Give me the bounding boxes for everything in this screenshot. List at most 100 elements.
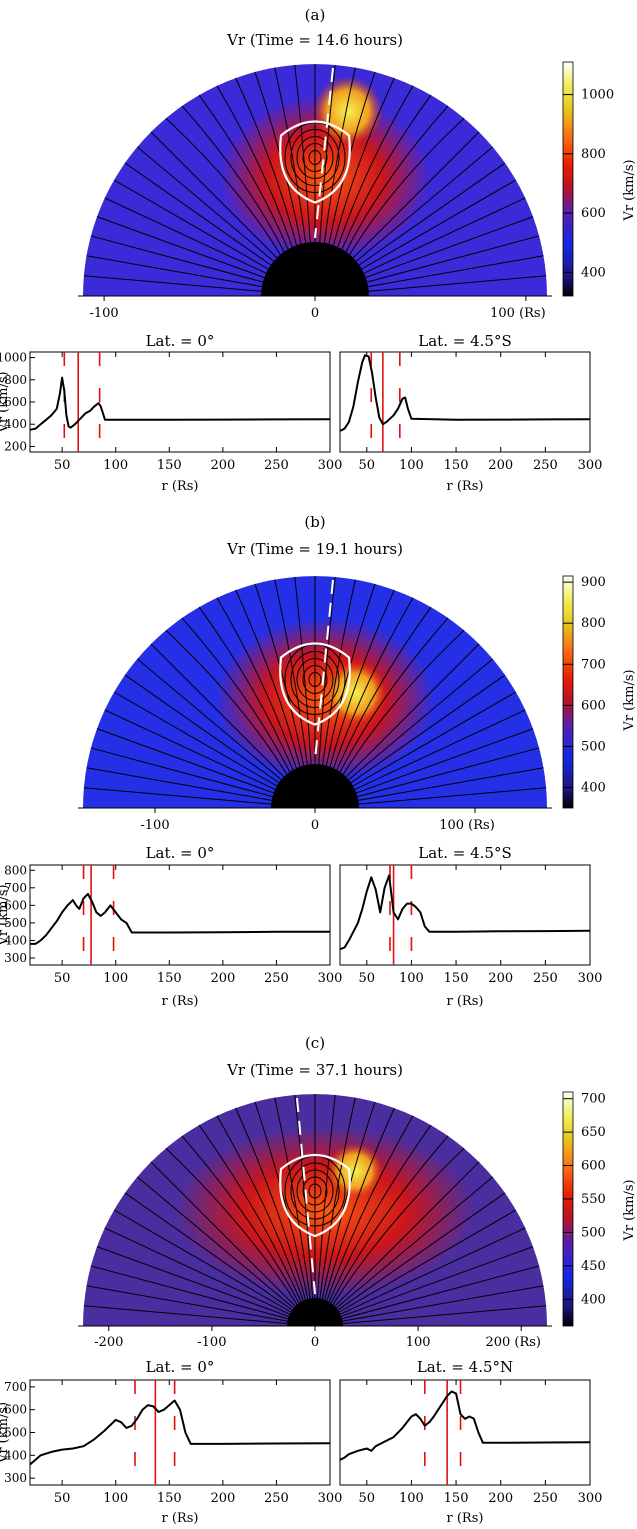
colorbar	[562, 575, 574, 809]
y-axis-label: Vr (km/s)	[0, 884, 11, 946]
field-line	[104, 197, 267, 274]
panel-b: (b) Vr (Time = 19.1 hours) -100 0 100 (Rs) 90…	[0, 513, 637, 1009]
field-line	[332, 1147, 465, 1305]
field-line	[316, 1094, 336, 1299]
colorbar-tick-label: 700	[581, 657, 606, 672]
cme-boundary	[279, 120, 351, 204]
field-line	[90, 235, 263, 283]
flux-rope-contour	[296, 658, 334, 701]
profile-plot-1: Lat. = 4.5°N 50 100 150 200 250 300 r (Rs)	[339, 1358, 602, 1526]
y-tick-label: 400	[4, 933, 27, 947]
y-axis-label: Vr (km/s)	[0, 1402, 11, 1464]
colorbar-tick-label: 400	[581, 265, 606, 280]
x-tick-label: 100	[399, 458, 424, 473]
profile-plot-0: Lat. = 0° 50 100 150 200 250 300 r (Rs) 800 700 60…	[0, 844, 342, 1009]
colorbar-label: Vr (km/s)	[622, 159, 637, 221]
field-line	[337, 1192, 506, 1311]
field-line	[294, 1094, 314, 1299]
x-tick-label: 250	[533, 971, 558, 986]
x-tick-label: 150	[157, 1491, 182, 1506]
flux-rope-contour	[302, 1176, 328, 1206]
cme-core	[327, 1143, 383, 1199]
field-line	[90, 1265, 289, 1320]
vr-profile-line	[339, 354, 591, 432]
colorbar-tick-label: 1000	[581, 88, 614, 103]
y-tick-label: 700	[4, 881, 27, 895]
field-line	[356, 146, 494, 262]
vr-profile-line	[339, 874, 591, 951]
colorbar	[562, 1091, 574, 1327]
x-axis-label: r (Rs)	[447, 994, 484, 1009]
field-line	[323, 67, 356, 243]
x-tick-label: 250	[264, 971, 289, 986]
colorbar-tick-label: 400	[581, 780, 606, 795]
colorbar-tick-label: 400	[581, 1292, 606, 1307]
field-line	[198, 1124, 302, 1302]
cut-line	[314, 67, 334, 239]
x-tick-label: 300	[578, 971, 603, 986]
field-line	[337, 85, 414, 248]
field-line	[113, 691, 278, 787]
colorbar-label: Vr (km/s)	[622, 1179, 637, 1241]
field-line	[113, 1209, 292, 1313]
x-tick-label: 50	[359, 458, 376, 473]
plot-frame	[29, 1379, 331, 1486]
x-tick-label: 100	[399, 971, 424, 986]
vr-profile-line	[30, 892, 331, 945]
field-line	[294, 576, 312, 765]
field-line	[318, 576, 336, 765]
colorbar-tick-label: 800	[581, 147, 606, 162]
field-line	[363, 197, 526, 274]
flux-rope-contour	[296, 1169, 334, 1213]
field-line	[136, 1176, 294, 1309]
field-line	[136, 658, 282, 781]
profile-plot-0: Lat. = 0° 50 100 150 200 250 300 r (Rs) 700 600 50…	[0, 1358, 342, 1526]
plot-frame	[29, 864, 331, 966]
y-axis-label: Vr (km/s)	[0, 371, 11, 433]
field-line	[354, 709, 526, 790]
x-axis-label: r (Rs)	[447, 479, 484, 494]
plot-title: Lat. = 0°	[146, 332, 215, 350]
x-tick-label: 200	[210, 971, 235, 986]
field-line	[356, 728, 534, 794]
field-line	[165, 629, 288, 775]
field-line	[150, 643, 285, 778]
field-line	[319, 1097, 356, 1299]
colorbar-label: Vr (km/s)	[622, 669, 637, 731]
x-tick-label: 200	[488, 1491, 513, 1506]
field-line	[254, 1101, 309, 1300]
field-line	[96, 728, 274, 794]
field-line	[345, 643, 480, 778]
field-line	[326, 1115, 414, 1301]
map-x-tick-label: 200 (Rs)	[485, 1335, 541, 1350]
field-line	[86, 767, 272, 801]
field-line	[274, 67, 307, 243]
flux-rope-contour	[296, 136, 334, 179]
panel-c: (c) Vr (Time = 37.1 hours) -200 -100 0 100 200…	[0, 1034, 637, 1526]
y-tick-label: 300	[4, 1471, 27, 1485]
plot-frame	[339, 864, 591, 966]
field-line	[341, 1265, 540, 1320]
field-line	[235, 589, 301, 767]
field-line	[329, 589, 395, 767]
cme-sheath	[175, 1126, 475, 1296]
panel-title: Vr (Time = 37.1 hours)	[226, 1061, 403, 1079]
profile-plot-1: Lat. = 4.5°S 50 100 150 200 250 300 r (Rs)	[339, 844, 603, 1009]
panel-a: (a) Vr (Time = 14.6 hours) -100 0 100 (Rs) 10…	[0, 6, 637, 494]
field-line	[181, 617, 291, 773]
field-line	[368, 275, 547, 292]
field-line	[216, 85, 293, 248]
colorbar-tick-label: 500	[581, 739, 606, 754]
field-line	[357, 747, 540, 798]
plot-title: Lat. = 0°	[146, 844, 215, 862]
field-line	[198, 606, 294, 771]
x-tick-label: 150	[444, 971, 469, 986]
plot-title: Lat. = 4.5°N	[417, 1358, 513, 1376]
field-line	[340, 1227, 526, 1315]
field-line	[367, 235, 540, 283]
cme-boundary	[279, 1153, 351, 1238]
y-tick-label: 600	[4, 1403, 27, 1417]
map-x-tick-label: -100	[197, 1335, 226, 1350]
field-line	[90, 747, 273, 798]
x-axis-label: r (Rs)	[162, 1511, 199, 1526]
